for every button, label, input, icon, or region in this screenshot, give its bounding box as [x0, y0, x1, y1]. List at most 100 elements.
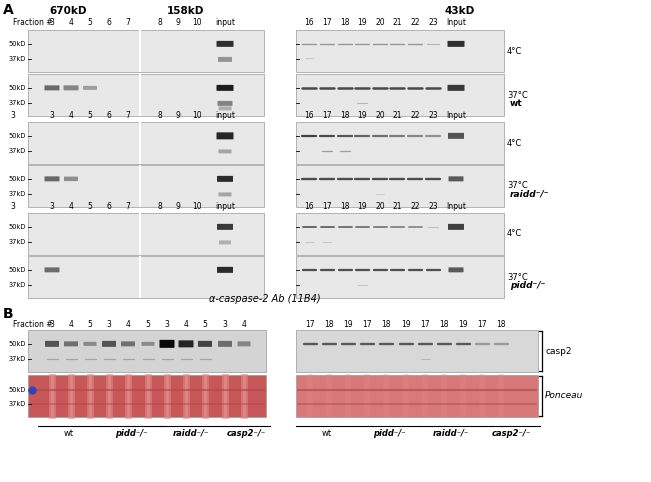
- Bar: [28, 74, 264, 116]
- Text: 37kD: 37kD: [8, 240, 26, 245]
- FancyBboxPatch shape: [44, 85, 59, 90]
- Text: α-caspase-2 Ab (11B4): α-caspase-2 Ab (11B4): [209, 294, 321, 304]
- Text: 17: 17: [362, 320, 372, 329]
- Text: 4: 4: [68, 320, 74, 329]
- Text: 5: 5: [146, 320, 150, 329]
- Text: 18: 18: [324, 320, 334, 329]
- Text: 5: 5: [88, 111, 92, 120]
- Text: 5: 5: [88, 320, 92, 329]
- Text: Fraction #: Fraction #: [13, 320, 53, 329]
- Bar: [296, 74, 504, 116]
- Text: Input: Input: [446, 18, 466, 27]
- Text: 3: 3: [10, 111, 16, 120]
- Text: 37kD: 37kD: [8, 282, 26, 288]
- Text: 16: 16: [304, 111, 314, 120]
- FancyBboxPatch shape: [447, 85, 465, 91]
- Text: 37°C: 37°C: [507, 91, 528, 99]
- Text: 7: 7: [126, 202, 130, 211]
- Text: 17: 17: [420, 320, 430, 329]
- FancyBboxPatch shape: [217, 267, 233, 273]
- Text: 5: 5: [88, 202, 92, 211]
- FancyBboxPatch shape: [219, 107, 232, 110]
- Text: 4: 4: [242, 320, 247, 329]
- Text: 18: 18: [496, 320, 506, 329]
- Text: 50kD: 50kD: [8, 224, 26, 230]
- Text: 10: 10: [192, 18, 202, 27]
- Text: 8: 8: [158, 18, 162, 27]
- Bar: [28, 213, 264, 255]
- Text: 18: 18: [381, 320, 391, 329]
- FancyBboxPatch shape: [198, 341, 212, 347]
- FancyBboxPatch shape: [217, 85, 234, 91]
- Text: 21: 21: [393, 18, 402, 27]
- Text: 50kD: 50kD: [8, 387, 26, 393]
- FancyBboxPatch shape: [217, 101, 232, 106]
- Text: 5: 5: [202, 320, 208, 329]
- Text: 50kD: 50kD: [8, 176, 26, 182]
- Text: 21: 21: [393, 202, 402, 211]
- FancyBboxPatch shape: [219, 241, 231, 244]
- Text: 5: 5: [88, 18, 92, 27]
- Text: 37°C: 37°C: [507, 272, 528, 281]
- Text: 158kD: 158kD: [166, 6, 204, 16]
- Text: 9: 9: [176, 18, 180, 27]
- Text: 17: 17: [305, 320, 315, 329]
- Bar: [28, 256, 264, 298]
- Text: 37kD: 37kD: [8, 191, 26, 198]
- FancyBboxPatch shape: [447, 41, 465, 47]
- FancyBboxPatch shape: [141, 342, 154, 346]
- Text: 17: 17: [477, 320, 487, 329]
- Text: raidd⁻/⁻: raidd⁻/⁻: [433, 429, 469, 438]
- FancyBboxPatch shape: [218, 341, 232, 347]
- Text: Ponceau: Ponceau: [545, 391, 583, 401]
- Text: B: B: [3, 307, 14, 321]
- Text: 7: 7: [126, 18, 130, 27]
- Text: 19: 19: [401, 320, 411, 329]
- Bar: [296, 213, 504, 255]
- Text: 50kD: 50kD: [8, 267, 26, 273]
- Bar: [296, 30, 504, 72]
- Text: 50kD: 50kD: [8, 133, 26, 139]
- Bar: [28, 165, 264, 207]
- FancyBboxPatch shape: [217, 41, 234, 47]
- Text: pidd⁻/⁻: pidd⁻/⁻: [372, 429, 406, 438]
- FancyBboxPatch shape: [64, 341, 78, 347]
- Text: 50kD: 50kD: [8, 41, 26, 47]
- Text: 20: 20: [375, 202, 385, 211]
- Text: 21: 21: [393, 111, 402, 120]
- Text: 6: 6: [107, 202, 111, 211]
- Bar: [296, 330, 538, 372]
- Text: 37kD: 37kD: [8, 56, 26, 62]
- Text: 6: 6: [107, 111, 111, 120]
- Text: 18: 18: [340, 18, 350, 27]
- FancyBboxPatch shape: [219, 192, 232, 196]
- Text: Fraction #: Fraction #: [13, 18, 53, 27]
- FancyBboxPatch shape: [219, 149, 232, 153]
- Text: 19: 19: [357, 18, 367, 27]
- Text: 37kD: 37kD: [8, 356, 26, 362]
- Text: wt: wt: [64, 429, 74, 438]
- Text: 9: 9: [176, 111, 180, 120]
- Text: 22: 22: [410, 202, 420, 211]
- Text: 4: 4: [68, 202, 74, 211]
- Text: 19: 19: [458, 320, 468, 329]
- Text: 9: 9: [176, 202, 180, 211]
- Text: pidd⁻/⁻: pidd⁻/⁻: [115, 429, 147, 438]
- Text: 4: 4: [126, 320, 130, 329]
- Text: 10: 10: [192, 202, 202, 211]
- Text: 4: 4: [68, 111, 74, 120]
- Text: 3: 3: [165, 320, 169, 329]
- Text: pidd⁻/⁻: pidd⁻/⁻: [510, 281, 546, 290]
- Text: 37kD: 37kD: [8, 148, 26, 154]
- Text: 3: 3: [49, 202, 55, 211]
- FancyBboxPatch shape: [178, 340, 193, 348]
- Text: casp2⁻/⁻: casp2⁻/⁻: [492, 429, 531, 438]
- Text: 17: 17: [322, 111, 332, 120]
- Text: 23: 23: [428, 202, 438, 211]
- Text: 22: 22: [410, 18, 420, 27]
- Text: 3: 3: [49, 111, 55, 120]
- Text: A: A: [3, 3, 14, 17]
- Text: 3: 3: [223, 320, 227, 329]
- Text: wt: wt: [510, 98, 523, 107]
- Text: input: input: [215, 18, 235, 27]
